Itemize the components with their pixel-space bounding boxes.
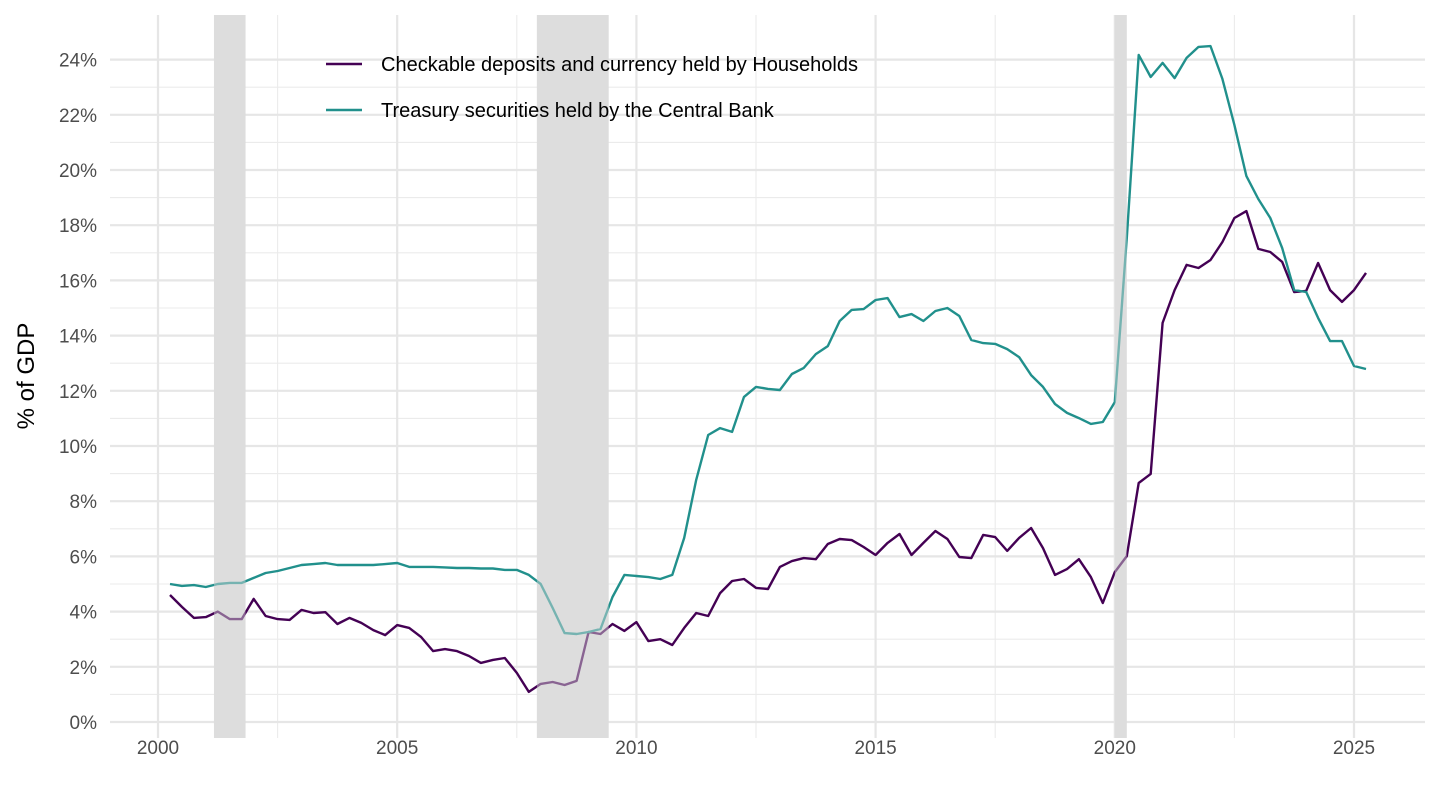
recession-band-overlay	[1114, 15, 1127, 738]
x-tick-label: 2015	[854, 738, 896, 759]
recession-shading	[213, 15, 1127, 738]
y-axis-tick-labels: 0% 2% 4% 6% 8% 10% 12% 14% 16% 18% 20% 22% 24%	[59, 51, 97, 734]
y-tick-label: 10%	[59, 437, 97, 458]
series-line-households	[169, 209, 1367, 694]
y-tick-label: 16%	[59, 271, 97, 292]
legend: Checkable deposits and currency held by …	[326, 54, 858, 122]
y-tick-label: 2%	[70, 658, 98, 679]
y-tick-label: 22%	[59, 106, 97, 127]
minor-gridlines	[110, 15, 1425, 738]
series-lines	[169, 44, 1367, 694]
x-tick-label: 2010	[615, 738, 657, 759]
x-tick-label: 2005	[376, 738, 418, 759]
x-tick-label: 2000	[137, 738, 179, 759]
y-tick-label: 4%	[70, 603, 98, 624]
recession-band-overlay	[213, 15, 246, 738]
y-tick-label: 8%	[70, 492, 98, 513]
y-tick-label: 24%	[59, 51, 97, 72]
x-tick-label: 2025	[1333, 738, 1375, 759]
y-tick-label: 20%	[59, 161, 97, 182]
recession-band	[1114, 15, 1127, 738]
y-tick-label: 18%	[59, 216, 97, 237]
y-tick-label: 0%	[70, 713, 98, 734]
y-axis-title: % of GDP	[13, 323, 40, 430]
recession-band	[536, 15, 609, 738]
y-tick-label: 14%	[59, 327, 97, 348]
legend-item-households: Checkable deposits and currency held by …	[326, 54, 858, 76]
legend-label-treasury: Treasury securities held by the Central …	[381, 100, 775, 122]
recession-band-overlay	[536, 15, 609, 738]
series-line-treasury	[169, 44, 1367, 636]
major-gridlines	[110, 15, 1425, 738]
recession-band	[213, 15, 246, 738]
x-tick-label: 2020	[1094, 738, 1136, 759]
y-tick-label: 6%	[70, 547, 98, 568]
legend-item-treasury: Treasury securities held by the Central …	[326, 100, 775, 122]
y-tick-label: 12%	[59, 382, 97, 403]
x-axis-tick-labels: 2000 2005 2010 2015 2020 2025	[137, 738, 1375, 759]
recession-overlay	[213, 15, 1127, 738]
legend-label-households: Checkable deposits and currency held by …	[381, 54, 858, 76]
